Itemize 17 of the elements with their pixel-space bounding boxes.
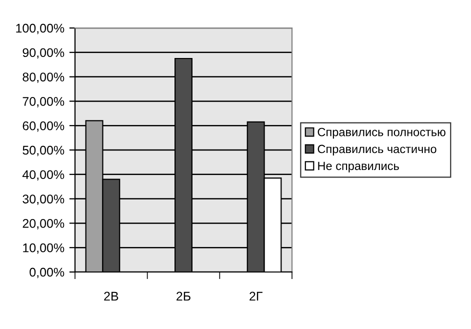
legend-label: Справились полностью bbox=[318, 128, 446, 139]
y-tick-label: 10,00% bbox=[23, 243, 64, 254]
y-tick-label: 50,00% bbox=[22, 146, 64, 156]
x-tick-label: 2Г bbox=[250, 292, 262, 301]
y-tick-label: 100,00% bbox=[16, 24, 64, 34]
y-tick-label: 80,00% bbox=[22, 72, 64, 83]
legend-label: Не справились bbox=[318, 162, 399, 172]
y-tick-label: 70,00% bbox=[22, 97, 64, 108]
x-tick-label: 2В bbox=[104, 292, 118, 301]
legend-label: Справились частично bbox=[318, 144, 436, 156]
x-tick-label: 2Б bbox=[176, 292, 190, 301]
y-tick-label: 0,00% bbox=[30, 268, 64, 278]
y-tick-label: 20,00% bbox=[22, 219, 64, 230]
y-tick-label: 30,00% bbox=[22, 194, 64, 205]
y-tick-label: 40,00% bbox=[22, 170, 64, 181]
y-tick-label: 60,00% bbox=[22, 121, 64, 132]
y-tick-label: 90,00% bbox=[22, 48, 64, 59]
